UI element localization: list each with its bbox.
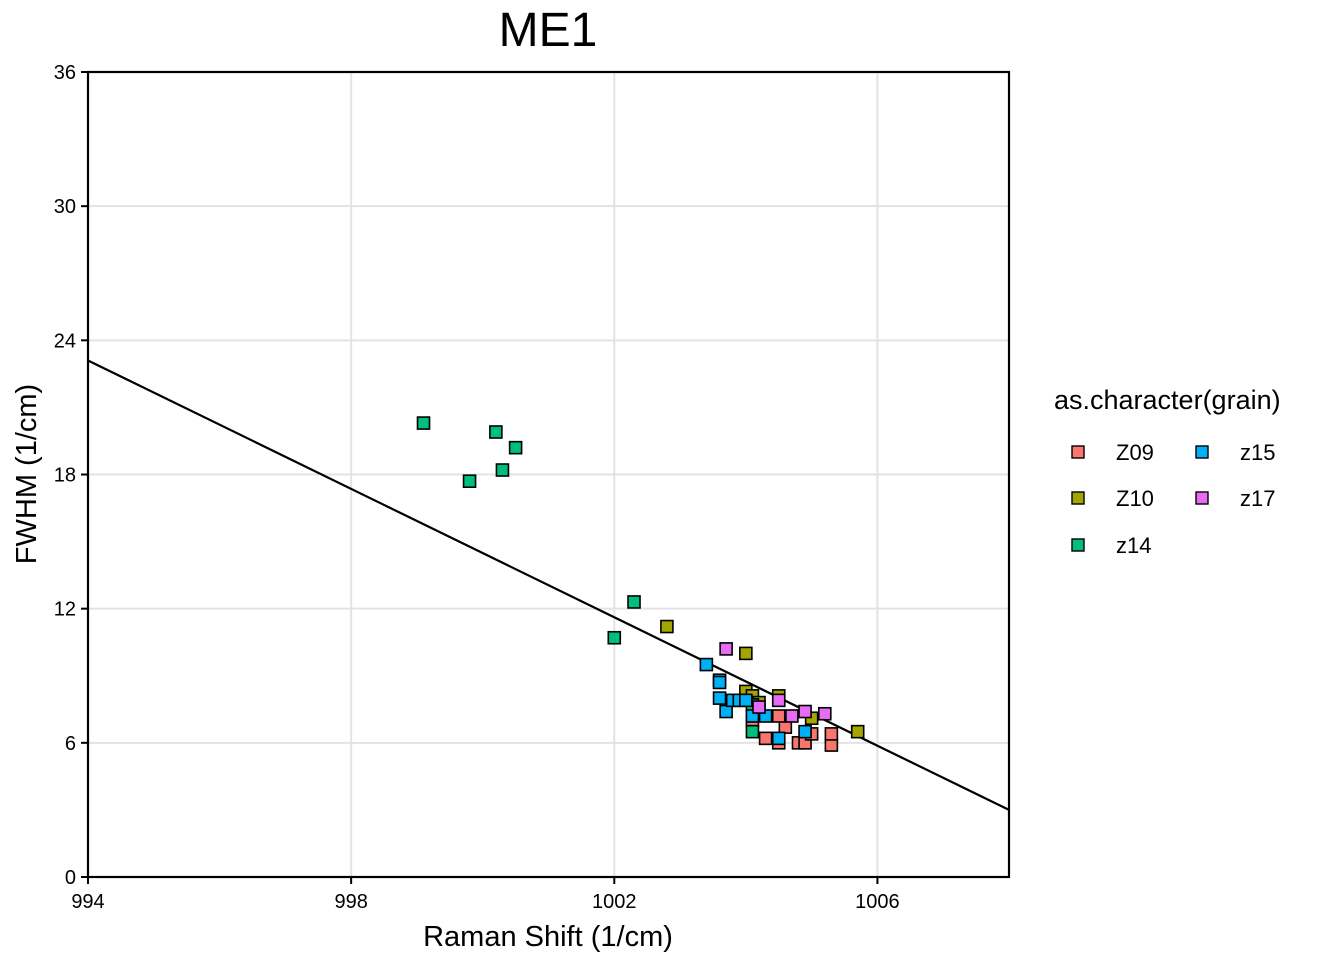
legend-key-z09 xyxy=(1071,445,1085,459)
x-tick-label: 994 xyxy=(71,891,104,913)
x-tick-label: 1006 xyxy=(855,891,900,913)
data-point-z09 xyxy=(771,709,786,723)
legend-label-z10: Z10 xyxy=(1116,486,1154,511)
data-point-z14 xyxy=(462,474,477,489)
data-point-z10 xyxy=(660,619,674,634)
legend-label-z09: Z09 xyxy=(1116,440,1154,465)
legend-label-z14: z14 xyxy=(1116,533,1151,558)
data-point-z15 xyxy=(712,691,727,705)
data-point-z15 xyxy=(699,657,714,672)
y-axis: 0 6 12 18 24 30 36 xyxy=(54,62,88,889)
grid xyxy=(87,71,1009,878)
data-point-z17 xyxy=(785,709,799,723)
data-points xyxy=(416,416,865,752)
data-point-z14 xyxy=(607,630,622,645)
data-point-z14 xyxy=(416,416,431,430)
legend-key-z10 xyxy=(1071,491,1085,505)
y-tick-label: 6 xyxy=(65,733,76,755)
data-point-z15 xyxy=(712,675,727,690)
y-tick-label: 24 xyxy=(54,330,76,352)
data-point-z09 xyxy=(758,731,773,746)
data-point-z10 xyxy=(739,646,753,661)
data-point-z14 xyxy=(489,425,503,439)
data-point-z14 xyxy=(508,440,523,455)
data-point-z10 xyxy=(850,724,865,739)
x-tick-label: 1002 xyxy=(592,891,637,913)
y-tick-label: 18 xyxy=(54,465,76,487)
x-axis: 994 998 1002 1006 xyxy=(71,877,900,913)
y-tick-label: 0 xyxy=(65,867,76,889)
data-point-z17 xyxy=(798,704,812,719)
legend-label-z17: z17 xyxy=(1240,486,1275,511)
legend: as.character(grain) Z09 Z10 z14 z15 z17 xyxy=(1054,385,1281,558)
data-point-z17 xyxy=(719,642,733,656)
chart-title: ME1 xyxy=(499,4,598,57)
y-tick-label: 36 xyxy=(54,62,76,84)
legend-key-z17 xyxy=(1195,491,1209,505)
data-point-z17 xyxy=(752,700,766,714)
data-point-z15 xyxy=(798,724,812,739)
data-point-z15 xyxy=(719,704,733,719)
legend-label-z15: z15 xyxy=(1240,440,1275,465)
x-axis-title: Raman Shift (1/cm) xyxy=(423,921,673,953)
data-point-z09 xyxy=(824,727,839,741)
y-tick-label: 12 xyxy=(54,599,76,621)
data-point-z09 xyxy=(778,720,793,734)
legend-key-z15 xyxy=(1195,445,1209,459)
data-point-z17 xyxy=(817,706,832,721)
data-point-z14 xyxy=(495,463,510,477)
x-tick-label: 998 xyxy=(334,891,367,913)
data-point-z15 xyxy=(739,693,753,708)
y-axis-title: FWHM (1/cm) xyxy=(11,384,43,564)
data-point-z14 xyxy=(627,595,641,609)
data-point-z14 xyxy=(745,724,760,739)
y-tick-label: 30 xyxy=(54,196,76,218)
data-point-z17 xyxy=(771,693,786,708)
legend-key-z14 xyxy=(1071,538,1085,552)
data-point-z15 xyxy=(771,731,786,746)
legend-title: as.character(grain) xyxy=(1054,385,1281,415)
data-point-z09 xyxy=(824,738,839,752)
